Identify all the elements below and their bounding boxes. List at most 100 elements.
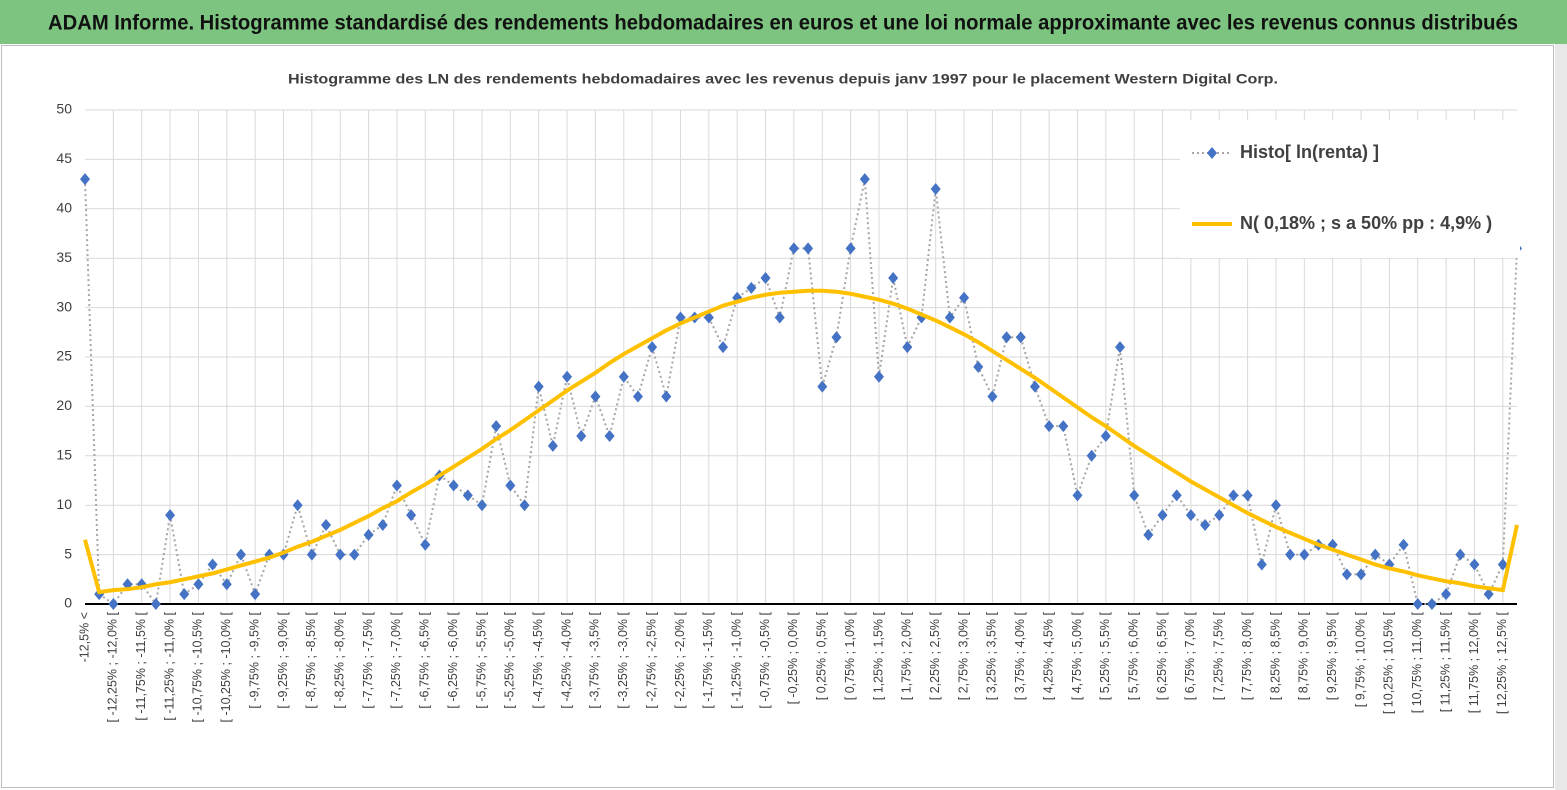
histogram-point (1426, 598, 1437, 610)
x-tick-label: [ -0,75% ; -0,5% [ (758, 611, 772, 708)
x-tick-label: [ 5,25% ; 5,5% [ (1098, 611, 1112, 700)
histogram-point (391, 479, 402, 492)
x-tick-label: [ 4,75% ; 5,0% [ (1070, 611, 1084, 700)
histogram-point (888, 271, 899, 284)
histogram-point (1200, 518, 1211, 531)
x-tick-label: [ -8,25% ; -8,0% [ (333, 611, 347, 708)
x-tick-label: [ -6,75% ; -6,5% [ (418, 611, 432, 708)
histogram-point (859, 173, 870, 186)
histogram-point (1214, 509, 1225, 522)
normal-curve (83, 288, 1519, 595)
histogram-point (1072, 489, 1083, 502)
x-tick-label: [ 0,75% ; 1,0% [ (843, 611, 857, 700)
histogram-point (1143, 528, 1154, 541)
histogram-point (873, 370, 884, 383)
y-tick-label: 45 (56, 150, 72, 166)
x-tick-label: [ 1,25% ; 1,5% [ (871, 611, 885, 700)
chart-title: Histogramme des LN des rendements hebdom… (288, 71, 1278, 87)
x-tick-label: [ -1,25% ; -1,0% [ (729, 611, 743, 708)
histogram-point (1455, 548, 1466, 561)
x-tick-label: [ 2,75% ; 3,0% [ (956, 611, 970, 700)
x-tick-label: [ -0,25% ; 0,0% [ (786, 611, 800, 704)
histogram-point (1497, 558, 1508, 571)
histogram-point (987, 390, 998, 403)
histogram-point (1341, 568, 1352, 581)
x-tick-label: [ 11,25% ; 11,5% [ (1438, 611, 1452, 712)
histogram-point (547, 439, 558, 452)
histogram-point (1398, 538, 1409, 551)
x-tick-label: [ -4,25% ; -4,0% [ (559, 611, 573, 708)
histogram-point (1256, 558, 1267, 571)
histogram-point (306, 548, 317, 561)
x-tick-label: [ 3,25% ; 3,5% [ (985, 611, 999, 700)
y-tick-label: 35 (56, 249, 72, 265)
legend-swatch (1207, 147, 1217, 159)
histogram-point (788, 242, 799, 255)
histogram-point (1001, 331, 1012, 344)
x-tick-label: [ -5,25% ; -5,0% [ (503, 611, 517, 708)
histogram-point (1412, 598, 1423, 610)
histogram-point (1285, 548, 1296, 561)
x-tick-label: [ 8,75% ; 9,0% [ (1297, 611, 1311, 700)
y-tick-label: 40 (56, 200, 72, 216)
x-tick-label: [ -9,75% ; -9,5% [ (247, 611, 261, 708)
histogram-point (1370, 548, 1381, 561)
histogram-point (1228, 489, 1239, 502)
histogram-point (1157, 509, 1168, 522)
x-tick-label: [ -2,75% ; -2,5% [ (644, 611, 658, 708)
x-tick-label: [ 9,25% ; 9,5% [ (1325, 611, 1339, 700)
x-tick-label: [ 10,75% ; 11,0% [ (1410, 611, 1424, 713)
histogram-point (746, 281, 757, 294)
x-tick-label: [ 9,75% ; 10,0% [ (1353, 611, 1367, 707)
x-tick-label: -12,5% < (77, 612, 91, 662)
x-tick-label: [ -8,75% ; -8,5% [ (304, 611, 318, 708)
histogram-point (718, 341, 729, 354)
x-tick-label: [ 10,25% ; 10,5% [ (1382, 611, 1396, 714)
histogram-point (661, 390, 672, 403)
histogram-point (1483, 588, 1494, 601)
histogram-point (562, 370, 573, 383)
histogram-point (959, 291, 970, 304)
histogram-point (1356, 568, 1367, 581)
x-tick-label: [ -11,25% ; -11,0% [ (162, 611, 176, 720)
x-tick-label: [ 7,75% ; 8,0% [ (1240, 611, 1254, 700)
histogram-point (1115, 341, 1126, 354)
x-tick-label: [ 3,75% ; 4,0% [ (1013, 611, 1027, 700)
histogram-point (235, 548, 246, 561)
x-tick-label: [ 4,25% ; 4,5% [ (1041, 611, 1055, 700)
x-tick-label: [ -1,75% ; -1,5% [ (701, 611, 715, 708)
histogram-point (647, 341, 658, 354)
y-tick-label: 15 (56, 447, 72, 463)
histogram-point (292, 499, 303, 512)
x-tick-label: [ -4,75% ; -4,5% [ (531, 611, 545, 708)
legend-box (1180, 120, 1520, 258)
histogram-point (533, 380, 544, 393)
y-tick-label: 20 (56, 397, 72, 413)
histogram-point (1441, 588, 1452, 601)
x-tick-label: [ 6,75% ; 7,0% [ (1183, 611, 1197, 700)
x-tick-label: [ 11,75% ; 12,0% [ (1467, 611, 1481, 713)
histogram-point (462, 489, 473, 502)
x-tick-label: [ -3,25% ; -3,0% [ (616, 611, 630, 708)
page-title: ADAM Informe. Histogramme standardisé de… (48, 12, 1518, 35)
x-tick-label: [ -11,75% ; -11,5% [ (134, 611, 148, 720)
histogram-point (1129, 489, 1140, 502)
legend-label: Histo[ ln(renta) ] (1240, 142, 1379, 162)
histogram-point (902, 341, 913, 354)
histogram-point (207, 558, 218, 571)
histogram-point (349, 548, 360, 561)
histogram-point (1015, 331, 1026, 344)
x-tick-label: [ -3,75% ; -3,5% [ (588, 611, 602, 708)
histogram-point (505, 479, 516, 492)
x-tick-label: [ 0,25% ; 0,5% [ (815, 611, 829, 700)
histogram-point (1100, 430, 1111, 443)
histogram-line (84, 178, 1518, 607)
histogram-point (774, 311, 785, 324)
y-tick-label: 50 (56, 101, 72, 117)
histogram-point (80, 173, 90, 186)
x-tick-label: [ -7,75% ; -7,5% [ (361, 611, 375, 708)
histogram-point (944, 311, 955, 324)
histogram-point (831, 331, 842, 344)
histogram-point (1029, 380, 1040, 393)
